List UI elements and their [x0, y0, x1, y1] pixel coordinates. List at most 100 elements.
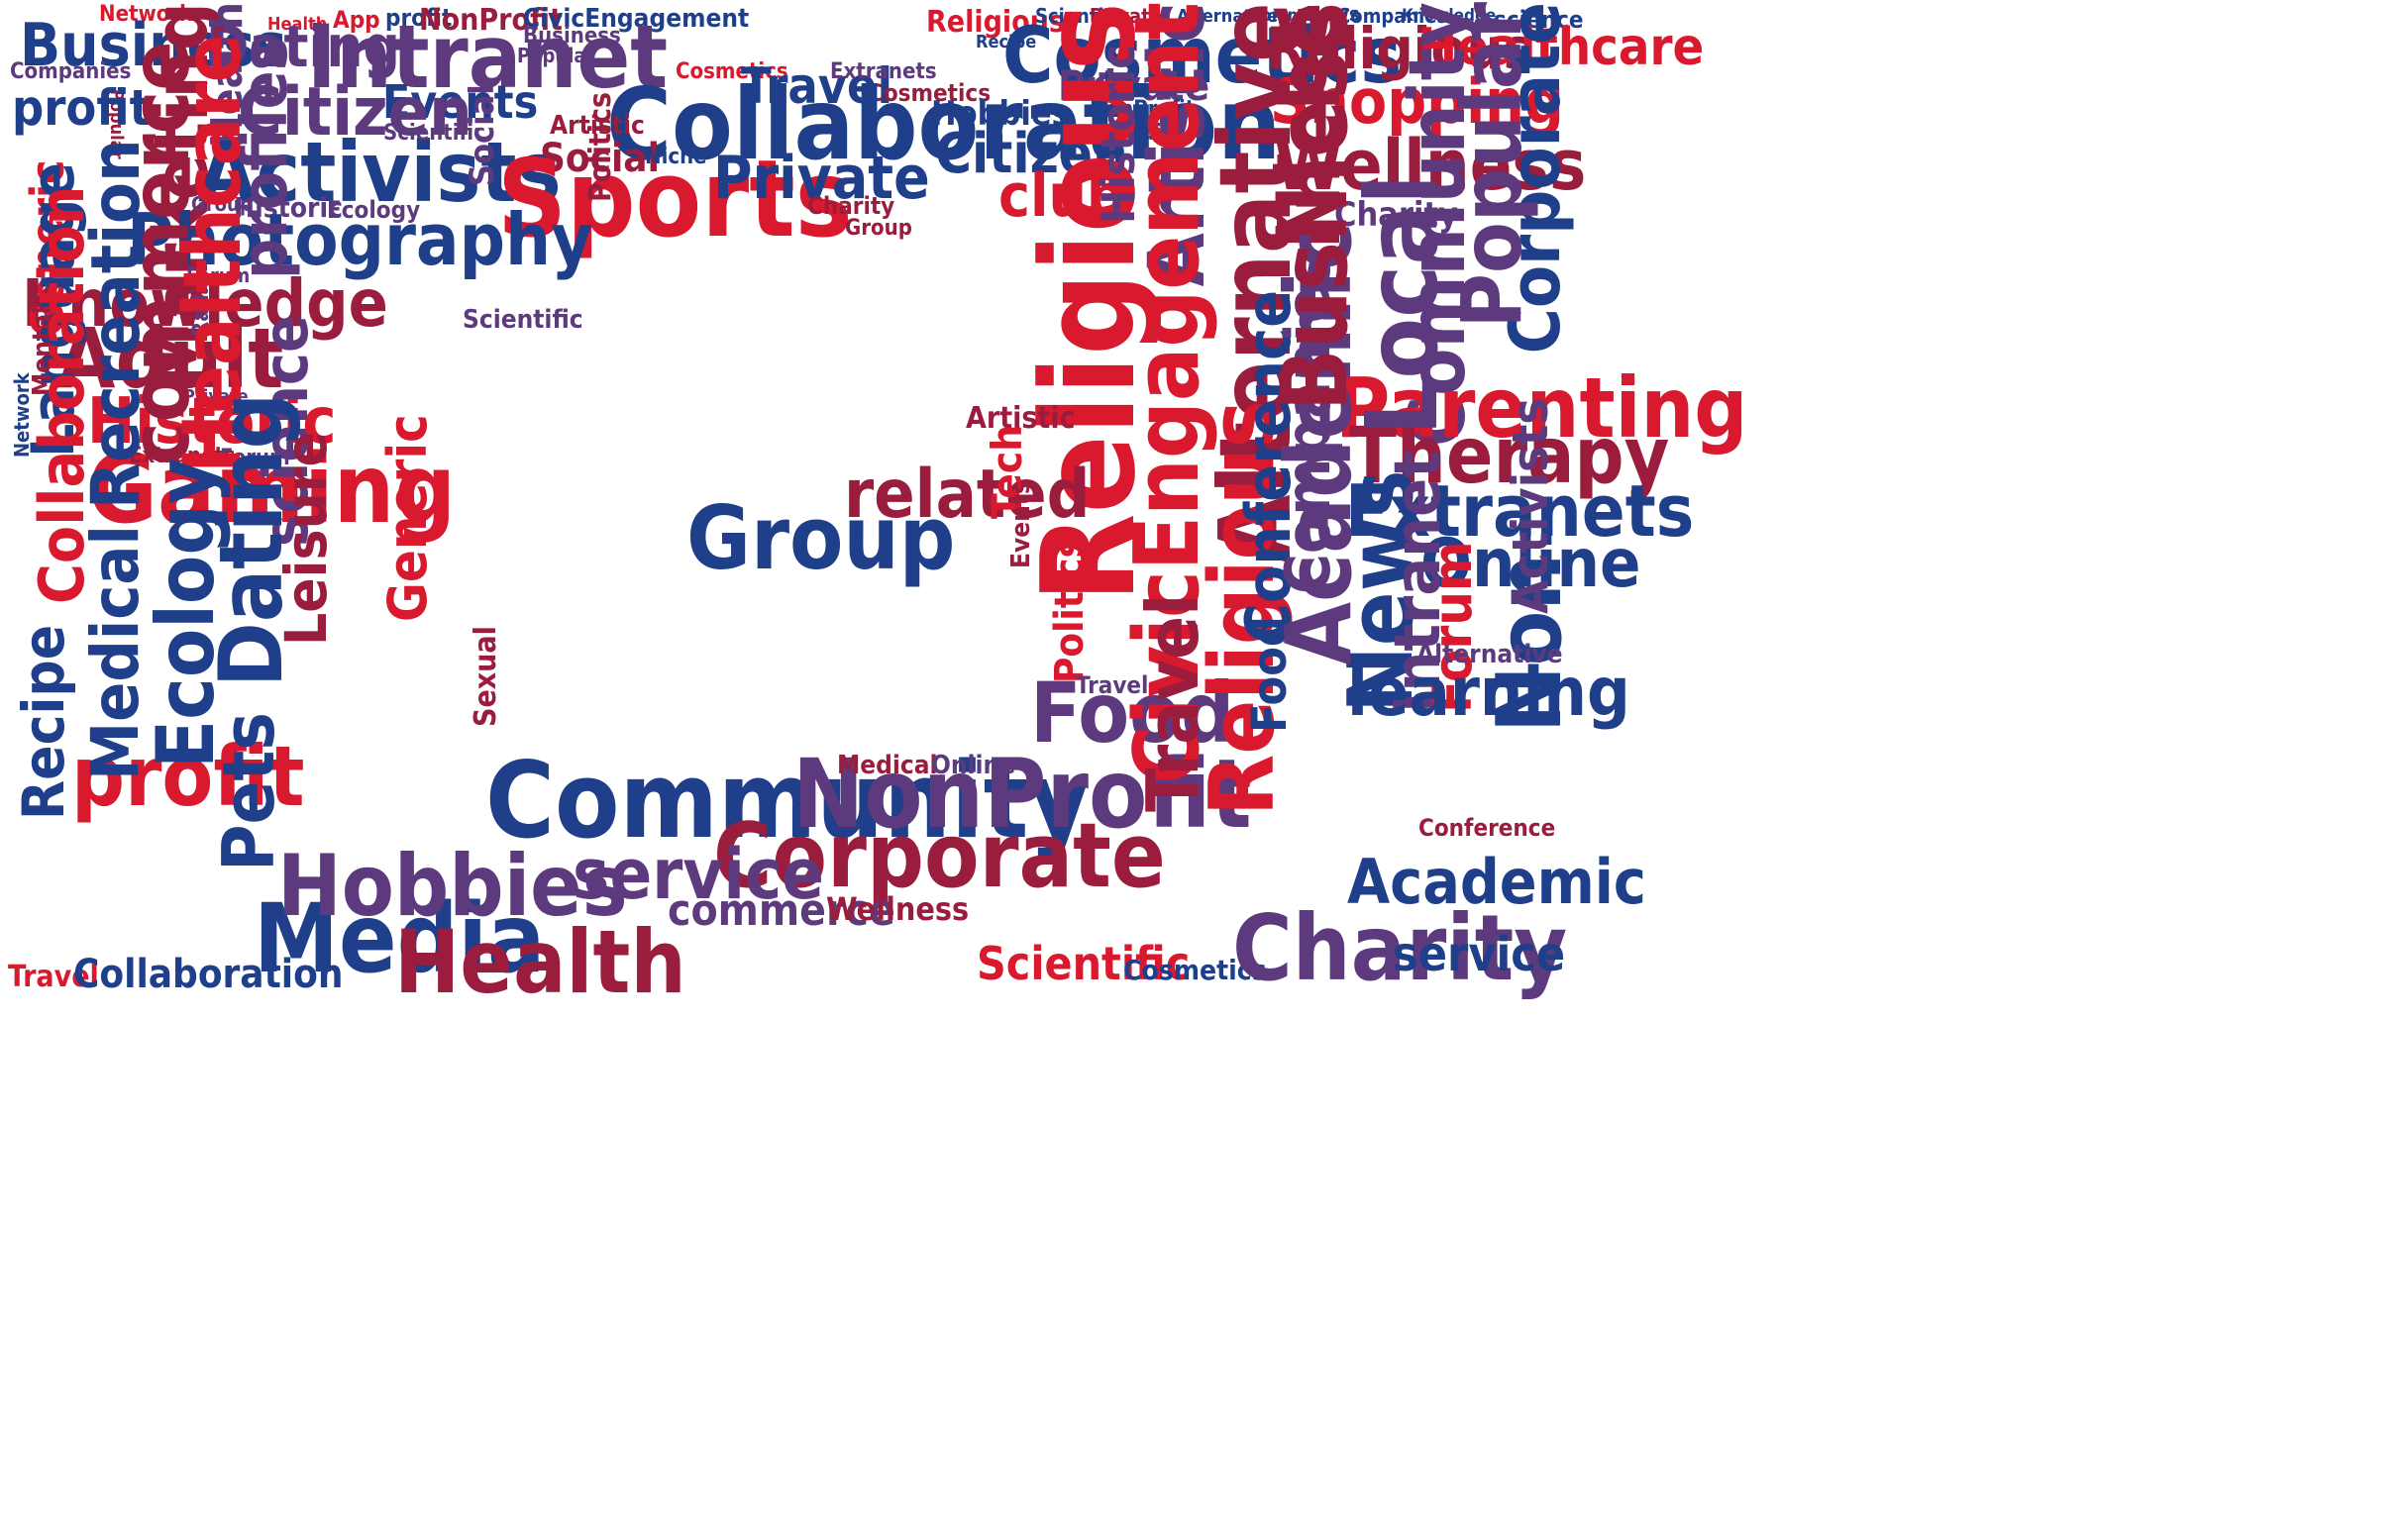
cloud-word: Alternative [1416, 640, 1563, 669]
cloud-word: Cosmetics [676, 59, 788, 84]
cloud-word: Knowledge [22, 265, 388, 342]
cloud-word: Forum [186, 263, 251, 287]
cloud-word: Healthcare [1418, 18, 1705, 77]
cloud-word: Health [267, 14, 328, 35]
cloud-word: Politics [583, 91, 618, 202]
cloud-word: Events [382, 75, 539, 129]
cloud-word: News [1306, 2, 1360, 26]
cloud-word: NonProfit [419, 3, 563, 38]
cloud-word: Artistic [550, 111, 645, 141]
cloud-word: Medical [837, 751, 938, 780]
cloud-word: Generic [376, 414, 439, 622]
cloud-word: commerce [668, 885, 895, 936]
cloud-word: Scientific [977, 937, 1191, 990]
cloud-word: Radio [1112, 121, 1176, 146]
cloud-word: Business [1262, 2, 1368, 412]
cloud-word: Business [523, 24, 621, 49]
cloud-word: Therapy [1349, 412, 1670, 501]
cloud-word: Artistic [966, 401, 1076, 436]
cloud-word: Business [20, 11, 287, 80]
cloud-word: learning [1347, 654, 1630, 732]
cloud-word: Extranets [129, 444, 236, 468]
cloud-word: Wellness [1274, 125, 1587, 206]
cloud-word: Knowledge [1402, 6, 1497, 26]
cloud-word: Conference [1418, 814, 1556, 842]
cloud-word: profit [71, 728, 305, 825]
cloud-word: Private [183, 386, 249, 407]
cloud-word: Travel [1131, 593, 1214, 812]
cloud-word: Ecology [140, 458, 232, 768]
cloud-word: Citizen [238, 73, 472, 152]
cloud-word: Charity [807, 192, 895, 220]
cloud-word: Health [394, 911, 686, 1013]
cloud-word: Corporate [713, 804, 1166, 908]
cloud-word: Shopping [1270, 65, 1564, 138]
cloud-word: NonProfit [1090, 97, 1196, 122]
cloud-word: Community [485, 740, 1091, 862]
cloud-word: Scientific [383, 121, 485, 146]
cloud-word: Photography [127, 198, 593, 281]
cloud-word: Dating [206, 13, 400, 80]
cloud-word: Online [931, 751, 1016, 780]
cloud-word: Group [686, 487, 956, 589]
cloud-word: Collaboration [73, 952, 344, 997]
cloud-word: Cosmetics [868, 79, 992, 107]
cloud-word: Companies [10, 59, 132, 84]
cloud-word: Cosmetics [1002, 12, 1403, 101]
cloud-word: Media [254, 883, 546, 994]
cloud-word: Scientific [1035, 4, 1128, 28]
cloud-word: Hobbies [277, 837, 628, 936]
cloud-word: Travel [1076, 671, 1149, 699]
cloud-word: Sexual [469, 626, 503, 727]
cloud-word: Group [845, 216, 912, 241]
cloud-word: Religious [926, 5, 1065, 40]
cloud-word: Wellness [826, 890, 970, 928]
cloud-word: Social [540, 136, 660, 181]
cloud-word: Recipe [976, 32, 1037, 52]
cloud-word: Travel [8, 960, 99, 994]
cloud-word: Food [1030, 664, 1235, 762]
cloud-word: Gaming [87, 434, 457, 545]
cloud-word: Collaboration [26, 185, 98, 604]
cloud-word: science [1494, 6, 1584, 34]
cloud-word: related [844, 456, 1091, 534]
cloud-word: Community [1250, 6, 1347, 26]
cloud-word: Companies [1337, 4, 1448, 28]
cloud-word: Hobbies [931, 94, 1070, 134]
cloud-word: Citizen [935, 122, 1128, 186]
cloud-word: Parenting [1335, 359, 1748, 457]
cloud-word: Extranets [1345, 469, 1695, 553]
cloud-word: Group [191, 192, 253, 216]
cloud-word: Popular [517, 44, 595, 67]
cloud-word: Historic [87, 385, 337, 459]
cloud-word: Social [463, 84, 502, 186]
cloud-word: Private [1090, 4, 1162, 28]
cloud-word: Niche [645, 145, 707, 169]
cloud-word: Network [99, 2, 193, 27]
cloud-word: Recipe [10, 624, 77, 820]
cloud-word: CivicEngagement [523, 4, 750, 34]
cloud-word: profit [385, 4, 453, 32]
cloud-word: Scientific [463, 305, 583, 335]
cloud-word: Charity [1232, 895, 1568, 1001]
cloud-word: Charity [1334, 195, 1458, 235]
cloud-word: Collaboration [606, 66, 1282, 182]
cloud-word: Ecology [327, 196, 421, 224]
cloud-word: Politics [1047, 536, 1093, 683]
cloud-word: Travel [741, 57, 892, 115]
cloud-word: Historic [234, 191, 344, 224]
cloud-word: service [1393, 927, 1566, 982]
cloud-word: Adult [57, 310, 284, 407]
cloud-word: Leisure [272, 432, 340, 646]
cloud-word: Cosmetics [1123, 954, 1267, 986]
cloud-word: Private [1058, 61, 1210, 110]
cloud-word: profit [12, 79, 152, 137]
cloud-word: Forum [220, 446, 290, 470]
cloud-word: service [573, 834, 824, 915]
cloud-word: Sports [497, 138, 853, 261]
cloud-word: NonProfit [792, 739, 1252, 850]
cloud-word: Events [1006, 480, 1036, 568]
cloud-word: Alternative [1177, 6, 1279, 27]
cloud-word: Religious [1266, 15, 1534, 82]
